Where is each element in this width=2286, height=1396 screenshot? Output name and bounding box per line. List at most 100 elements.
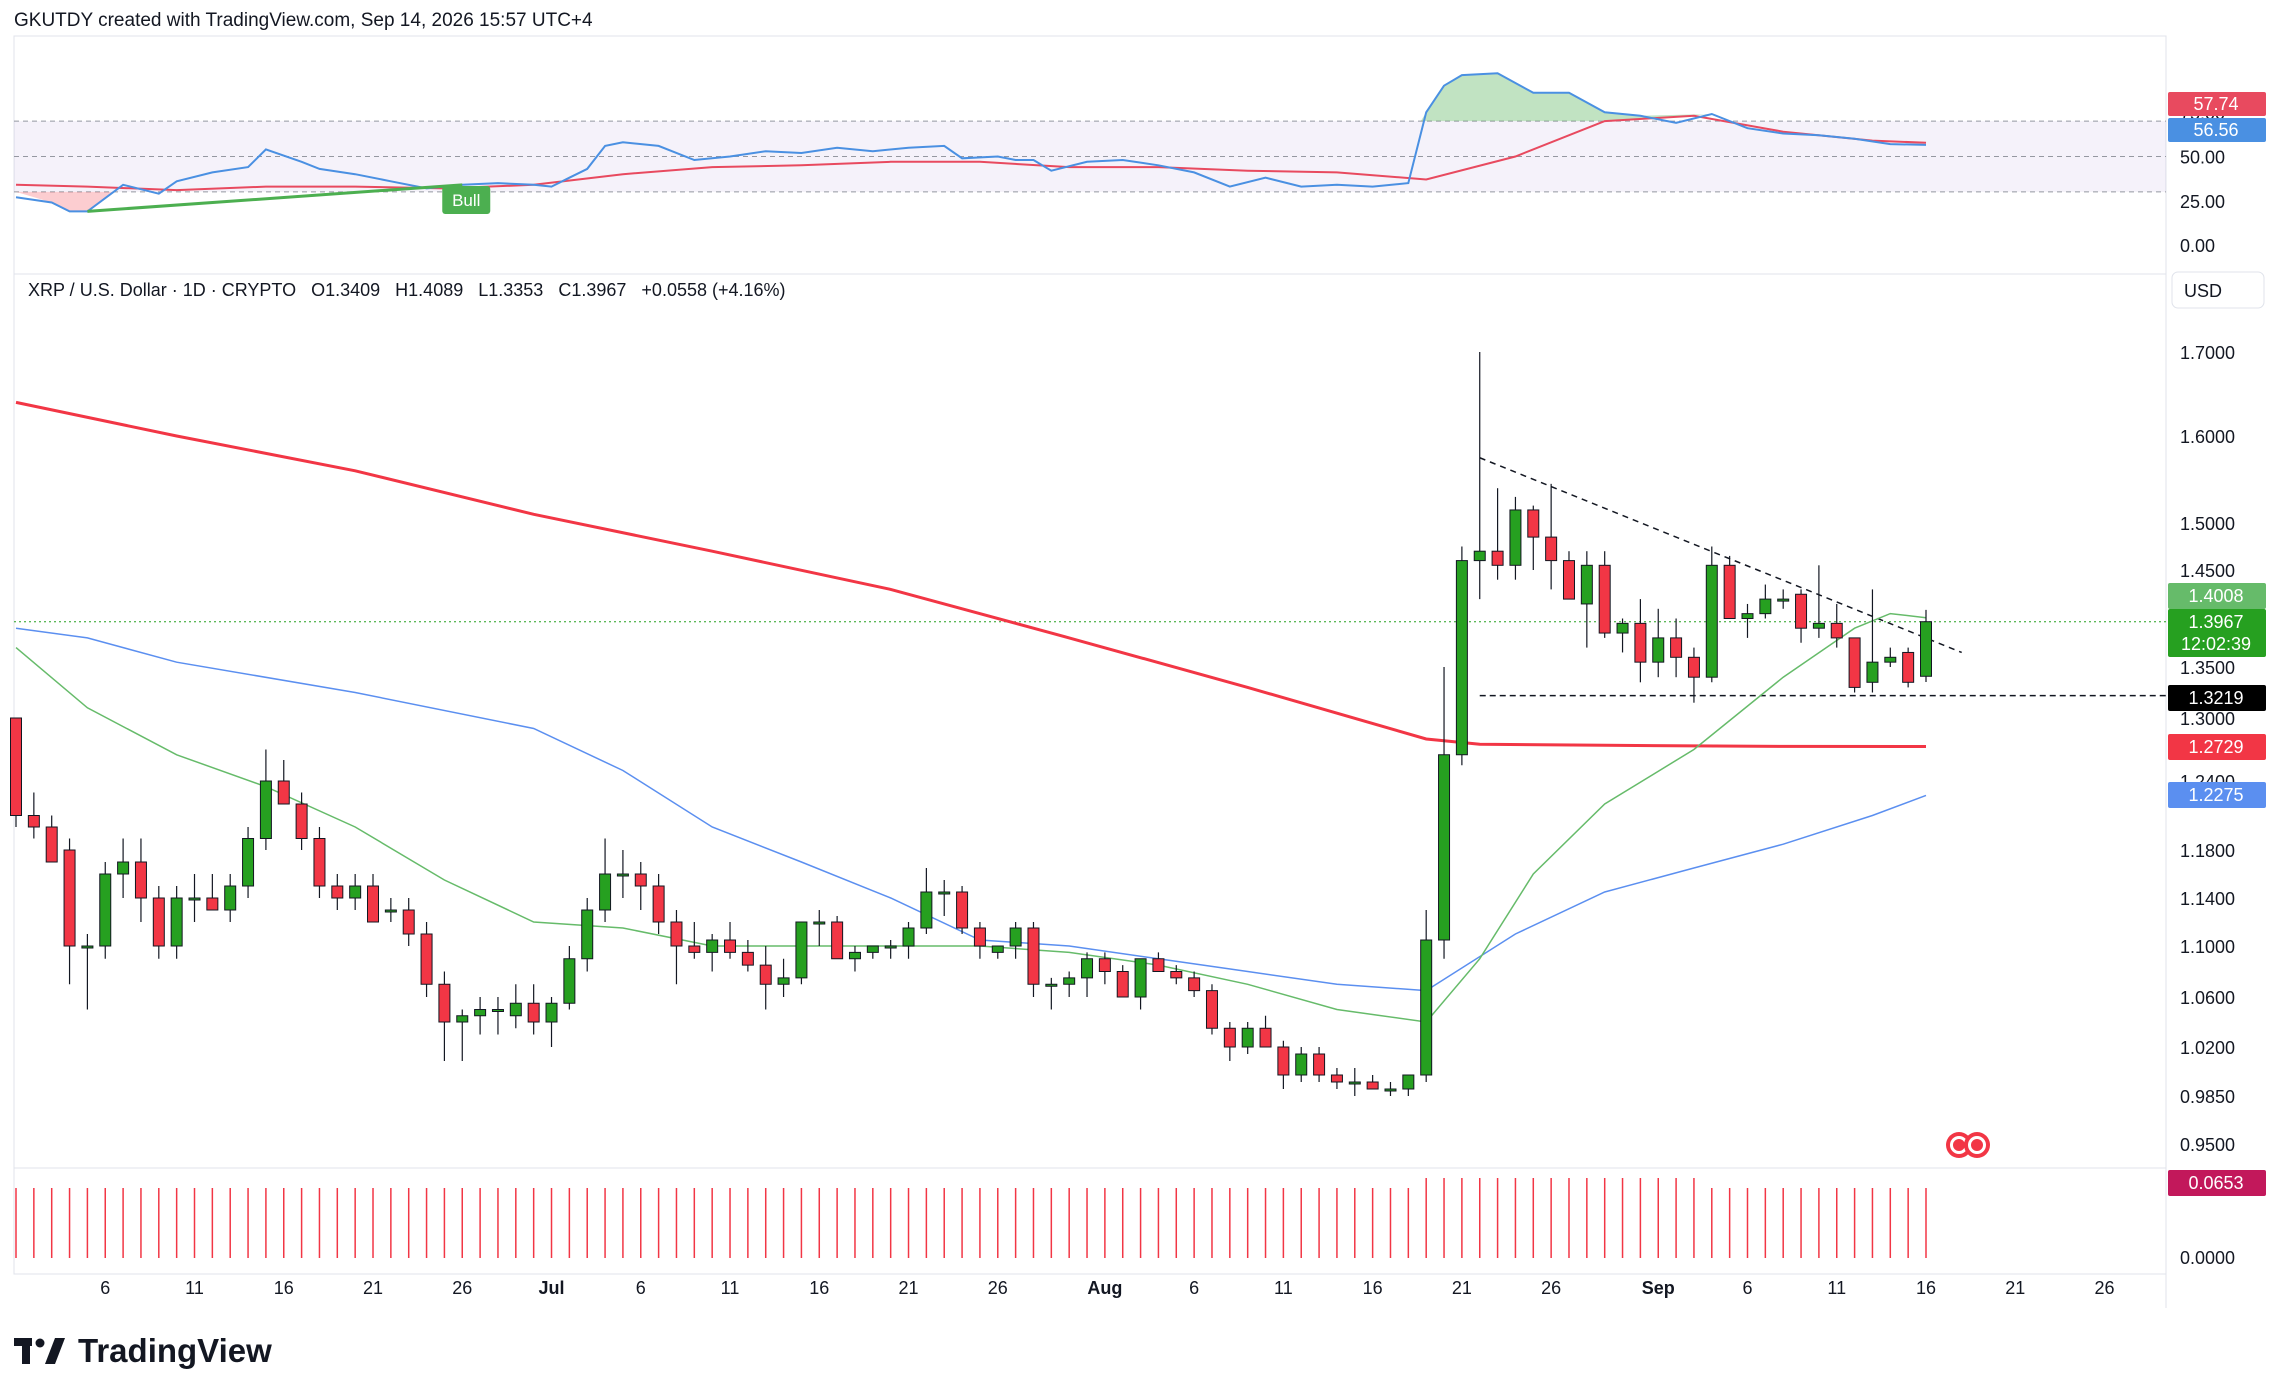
- candle-body: [81, 945, 94, 949]
- rsi-badge-box: [2168, 118, 2266, 142]
- candle-body: [491, 1009, 504, 1012]
- credit-text: GKUTDY created with TradingView.com, Sep…: [14, 10, 593, 31]
- candle: [474, 997, 487, 1035]
- candle: [1527, 505, 1540, 570]
- x-tick-label: 21: [1452, 1278, 1472, 1298]
- candle-body: [224, 885, 237, 911]
- candle: [509, 984, 522, 1029]
- candle: [1098, 952, 1111, 985]
- candle: [1902, 647, 1915, 688]
- candle: [1830, 603, 1843, 648]
- candle: [1580, 551, 1593, 648]
- candle: [634, 862, 647, 910]
- candle-body: [152, 897, 165, 947]
- candle: [1491, 488, 1504, 580]
- candle-body: [1223, 1027, 1236, 1048]
- candle: [688, 922, 701, 959]
- candle-body: [1920, 621, 1932, 677]
- candle-body: [1027, 927, 1040, 985]
- candle: [420, 922, 433, 997]
- candle: [938, 880, 951, 916]
- candle: [1152, 952, 1165, 972]
- candle-body: [973, 927, 986, 947]
- candle: [1866, 589, 1879, 693]
- candle-body: [956, 891, 969, 929]
- candle: [1812, 565, 1825, 638]
- x-tick-label: 11: [185, 1278, 204, 1298]
- candle: [1170, 965, 1183, 985]
- legend-change: +0.0558 (+4.16%): [641, 280, 785, 300]
- last-price-badge: 1.3967: [2188, 612, 2243, 632]
- x-tick-label: 26: [2094, 1278, 2114, 1298]
- price-tick-label: 1.0600: [2180, 988, 2235, 1008]
- candle-body: [777, 977, 790, 985]
- x-tick-label: 16: [1916, 1278, 1936, 1298]
- candle: [563, 946, 576, 1010]
- candle: [1455, 546, 1468, 766]
- currency-button[interactable]: [2171, 271, 2265, 309]
- candle: [1277, 1040, 1290, 1089]
- candle-body: [1402, 1074, 1415, 1090]
- candle: [1366, 1075, 1379, 1090]
- candle: [1741, 603, 1754, 638]
- candle-body: [1616, 622, 1629, 634]
- candle: [259, 749, 272, 850]
- candle-body: [1705, 564, 1718, 678]
- candle-body: [616, 873, 629, 877]
- price-tick-label: 1.0200: [2180, 1038, 2235, 1058]
- candle: [1045, 977, 1058, 1010]
- support-badge-box: [2168, 685, 2266, 711]
- candle: [1313, 1047, 1326, 1082]
- currency-button-label[interactable]: USD: [2184, 281, 2222, 301]
- candle: [1241, 1022, 1254, 1054]
- candle-body: [545, 1002, 558, 1023]
- candle-body: [1277, 1046, 1290, 1076]
- candle: [973, 922, 986, 959]
- candle-body: [1902, 651, 1915, 683]
- rsi-ma-badge-box: [2168, 92, 2266, 116]
- x-tick-label: 26: [988, 1278, 1008, 1298]
- candle: [545, 997, 558, 1047]
- legend-close: C1.3967: [558, 280, 626, 300]
- candle-body: [456, 1015, 469, 1023]
- countdown-badge: 12:02:39: [2181, 634, 2251, 654]
- candle-body: [1241, 1027, 1254, 1048]
- x-tick-label: 26: [452, 1278, 472, 1298]
- candle-body: [277, 780, 290, 805]
- candle: [1348, 1068, 1361, 1096]
- candle-body: [1884, 656, 1897, 663]
- candle: [1134, 958, 1147, 1010]
- candle: [438, 971, 451, 1061]
- legend-symbol-text: XRP / U.S. Dollar · 1D · CRYPTO: [28, 280, 296, 300]
- candle-body: [1420, 939, 1433, 1076]
- x-tick-label: Jul: [539, 1278, 565, 1298]
- candle: [1687, 647, 1700, 703]
- rsi-tick-label: 0.00: [2180, 236, 2215, 256]
- candle: [1723, 555, 1736, 619]
- price-tick-label: 0.9850: [2180, 1087, 2235, 1107]
- us-flag-icon[interactable]: [1946, 1132, 1990, 1158]
- candle-body: [1152, 958, 1165, 972]
- x-tick-label: 26: [1541, 1278, 1561, 1298]
- candle: [831, 916, 844, 960]
- axes: 75.0050.0025.000.001.70001.60001.50001.4…: [100, 103, 2235, 1298]
- candle: [1081, 952, 1094, 997]
- legend-high: H1.4089: [395, 280, 463, 300]
- candle-body: [1545, 536, 1558, 562]
- candle-body: [509, 1002, 522, 1017]
- price-panel-frame: [13, 273, 2167, 1275]
- candle-body: [170, 897, 183, 947]
- price-tick-label: 1.1800: [2180, 841, 2235, 861]
- candle: [242, 827, 255, 898]
- tradingview-logo[interactable]: TradingView: [14, 1332, 272, 1370]
- candle: [1848, 637, 1861, 693]
- candle: [1384, 1082, 1397, 1096]
- candle-body: [1170, 971, 1183, 979]
- candle-body: [1812, 622, 1825, 629]
- candle-body: [1348, 1081, 1361, 1085]
- candle: [1063, 971, 1076, 997]
- candle: [367, 874, 380, 923]
- price-tick-label: 1.3500: [2180, 658, 2235, 678]
